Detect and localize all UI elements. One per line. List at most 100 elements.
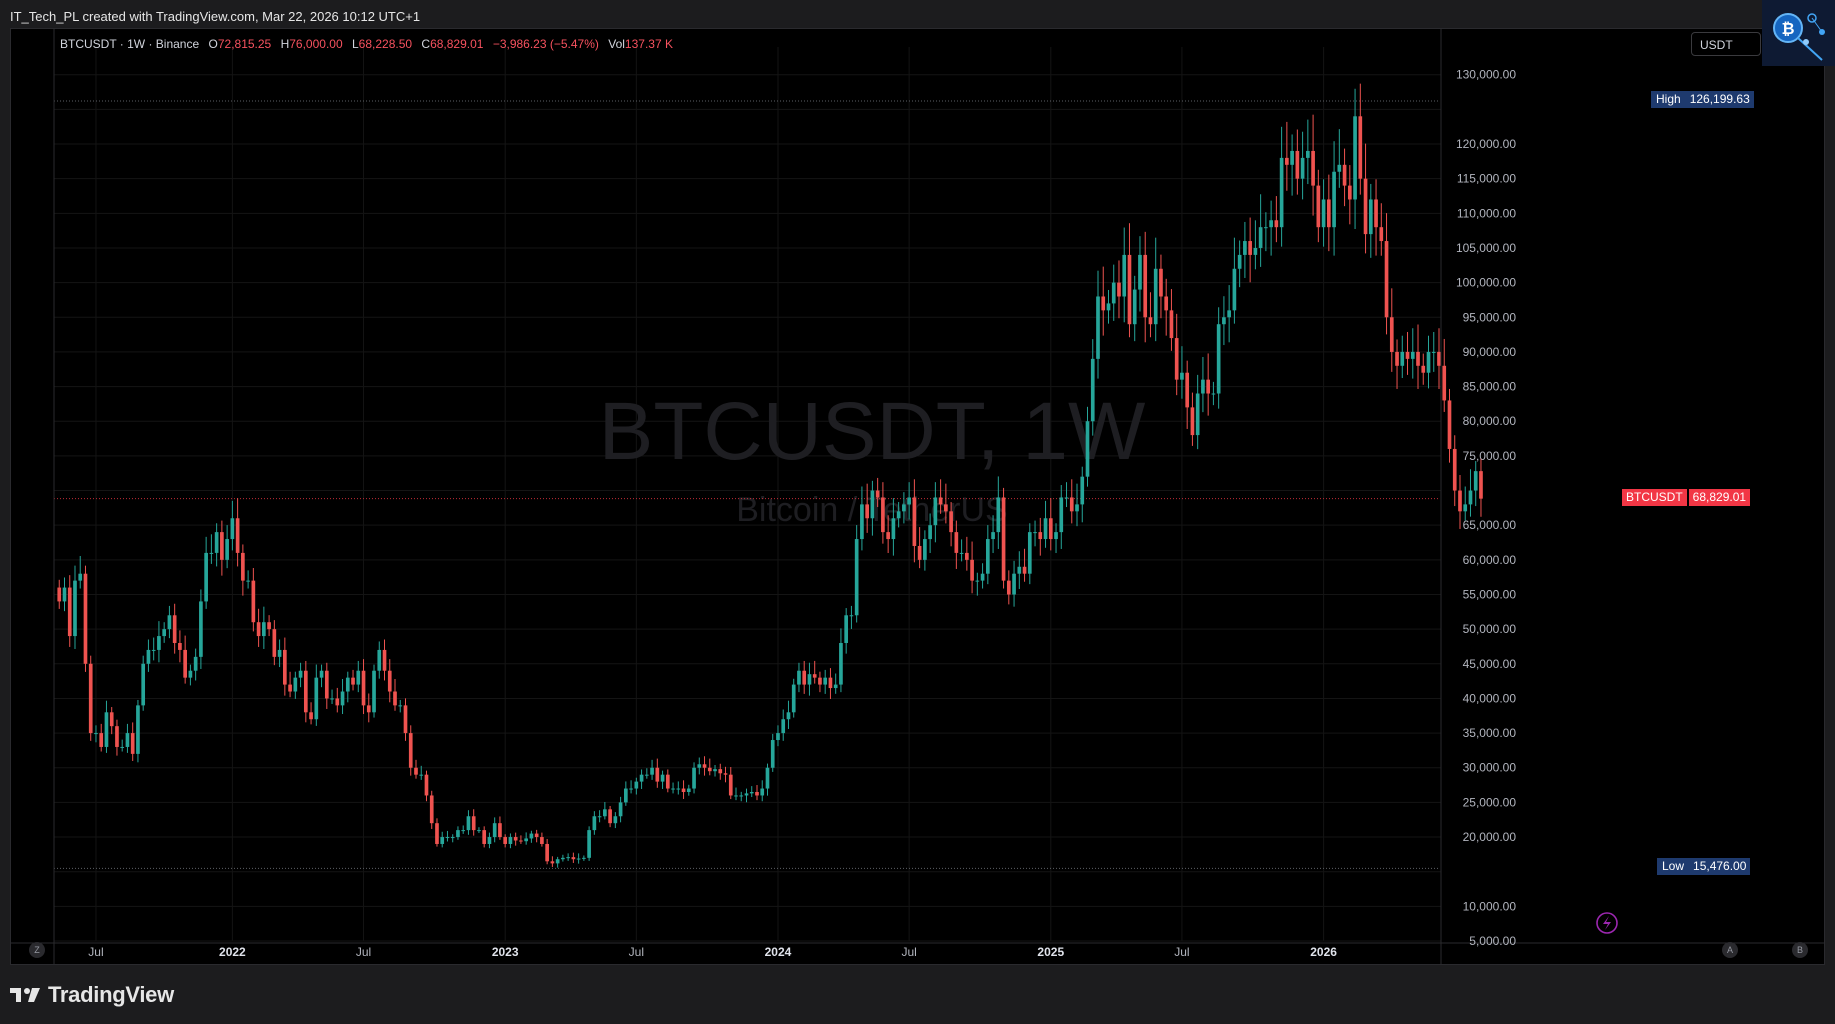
candle-body	[1463, 504, 1468, 512]
candle-body	[403, 705, 408, 734]
candle-body	[555, 859, 560, 864]
candle-body	[582, 857, 586, 859]
volume-value: 137.37 K	[624, 37, 673, 51]
candle-body	[1347, 185, 1352, 200]
lightning-glyph	[1603, 916, 1611, 930]
candle-body	[440, 837, 445, 844]
candle-body	[1468, 490, 1473, 505]
candle-body	[954, 532, 959, 553]
candle-body	[1384, 241, 1389, 318]
candle-body	[1410, 351, 1415, 359]
y-tick-label: 50,000.00	[1463, 622, 1517, 636]
chart-caption: IT_Tech_PL created with TradingView.com,…	[10, 9, 421, 24]
x-tick-label: 2026	[1310, 945, 1337, 959]
candle-body	[844, 615, 849, 643]
candle-body	[529, 833, 534, 839]
candle-body	[199, 601, 203, 657]
candle-body	[1117, 282, 1121, 297]
candles	[57, 83, 1483, 868]
candle-body	[204, 552, 208, 602]
low-value-label: 15,476.00	[1689, 858, 1751, 876]
candle-body	[303, 670, 308, 713]
tradingview-logo[interactable]: TradingView	[10, 982, 174, 1008]
candle-body	[592, 816, 597, 831]
candle-body	[933, 497, 938, 526]
candle-body	[387, 670, 392, 692]
last-value-label: 68,829.01	[1688, 488, 1751, 506]
candle-body	[1201, 379, 1205, 394]
candle-body	[94, 733, 98, 735]
goto-start-button[interactable]: Z	[29, 942, 45, 958]
candle-body	[1326, 199, 1331, 228]
candle-body	[776, 733, 780, 741]
candle-body	[57, 587, 62, 602]
candle-body	[1447, 400, 1452, 449]
candle-body	[865, 504, 869, 519]
candle-body	[1101, 296, 1106, 311]
candle-body	[928, 525, 932, 540]
candle-body	[896, 511, 901, 519]
currency-selector[interactable]: USDT	[1691, 32, 1761, 56]
candle-body	[330, 698, 334, 700]
tradingview-logo-icon	[10, 988, 40, 1002]
lightning-icon[interactable]	[1596, 912, 1618, 934]
price-axis: 5,000.00 10,000.00 20,000.00 25,000.00 30,00…	[11, 29, 1824, 964]
legend-symbol[interactable]: BTCUSDT · 1W · Binance	[60, 37, 200, 51]
candle-body	[429, 795, 434, 824]
candle-body	[1190, 407, 1195, 436]
candle-body	[115, 726, 119, 747]
candle-body	[1342, 164, 1347, 186]
open-value: 72,815.25	[217, 37, 272, 51]
candle-body	[886, 532, 890, 540]
candle-body	[1138, 254, 1142, 290]
candle-body	[1353, 116, 1357, 200]
candlestick-chart[interactable]: BTCUSDT, 1W Bitcoin / TetherUS 5,000.001…	[11, 29, 1825, 965]
y-tick-label: 105,000.00	[1456, 241, 1516, 255]
candle-body	[571, 857, 576, 860]
candle-body	[450, 837, 455, 839]
candle-body	[1269, 220, 1273, 228]
x-tick-label: 2025	[1037, 945, 1064, 959]
settings-b-button[interactable]: B	[1792, 942, 1808, 958]
candle-body	[78, 573, 83, 581]
candle-body	[1452, 448, 1457, 491]
chart-pane[interactable]: BTCUSDT, 1W Bitcoin / TetherUS 5,000.00 1…	[10, 28, 1825, 965]
candle-body	[340, 691, 345, 706]
candle-body	[1332, 171, 1336, 228]
candle-body	[665, 774, 670, 789]
candle-body	[188, 670, 193, 678]
candle-body	[498, 823, 502, 838]
candle-body	[1069, 497, 1074, 512]
candle-body	[1321, 199, 1326, 228]
candle-body	[629, 788, 633, 790]
candle-body	[162, 629, 167, 637]
y-tick-label: 30,000.00	[1463, 761, 1517, 775]
candle-body	[1400, 351, 1405, 366]
candle-body	[765, 767, 770, 789]
candle-body	[912, 497, 917, 546]
candle-body	[324, 670, 329, 699]
candle-body	[770, 740, 775, 768]
candle-body	[414, 767, 418, 775]
candle-body	[870, 490, 875, 519]
candle-body	[193, 656, 198, 671]
candle-body	[713, 769, 717, 772]
candle-body	[1048, 518, 1053, 540]
candle-body	[424, 774, 429, 796]
auto-scale-button[interactable]: A	[1722, 942, 1738, 958]
ohlc-legend: BTCUSDT · 1W · Binance O72,815.25 H76,00…	[60, 37, 673, 51]
candle-body	[1111, 282, 1116, 304]
candle-body	[267, 622, 271, 630]
candle-body	[881, 497, 885, 533]
candle-body	[839, 643, 843, 685]
watermark-symbol: BTCUSDT, 1W	[599, 386, 1146, 477]
candle-body	[67, 587, 72, 637]
candle-body	[734, 795, 738, 797]
candle-body	[1148, 317, 1153, 325]
candle-body	[1258, 227, 1263, 248]
y-tick-label: 25,000.00	[1463, 795, 1517, 809]
candle-body	[1001, 497, 1006, 581]
x-tick-label: Jul	[901, 945, 916, 959]
candle-body	[1122, 254, 1127, 297]
candle-body	[1274, 220, 1279, 228]
